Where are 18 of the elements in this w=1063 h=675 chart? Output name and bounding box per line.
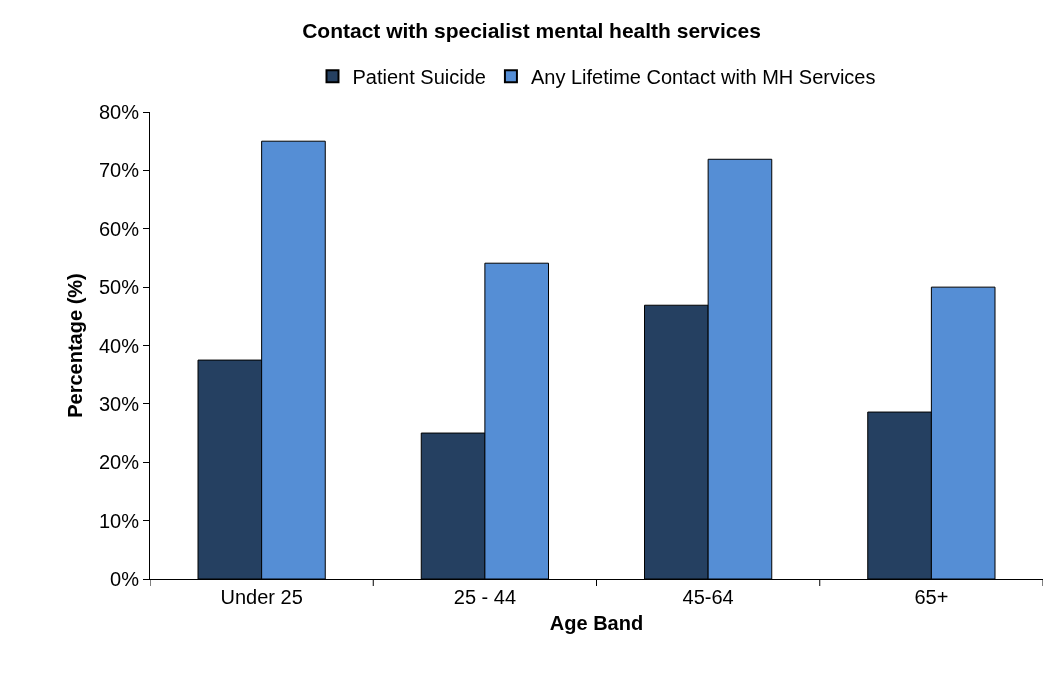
x-tick-label: Under 25: [220, 586, 303, 608]
x-tick-label: 45-64: [682, 586, 734, 608]
y-tick-label: 60%: [98, 217, 140, 240]
y-axis-title: Percentage (%): [64, 273, 87, 418]
y-tick-label: 50%: [98, 276, 140, 299]
y-tick-label: 20%: [98, 451, 140, 474]
chart-title: Contact with specialist mental health services: [302, 18, 761, 42]
y-tick-label: 80%: [98, 101, 140, 123]
x-tick-label: 25 - 44: [453, 586, 517, 608]
y-tick-label: 70%: [98, 159, 140, 182]
y-tick-label: 10%: [98, 509, 140, 532]
x-axis-title: Age Band: [549, 611, 644, 634]
legend-label: Patient Suicide: [352, 65, 486, 88]
y-tick-label: 40%: [98, 334, 140, 357]
y-tick-label: 0%: [110, 568, 140, 590]
x-tick-label: 65+: [914, 586, 949, 608]
legend-label: Any Lifetime Contact with MH Services: [530, 65, 876, 88]
y-tick-label: 30%: [98, 392, 140, 415]
